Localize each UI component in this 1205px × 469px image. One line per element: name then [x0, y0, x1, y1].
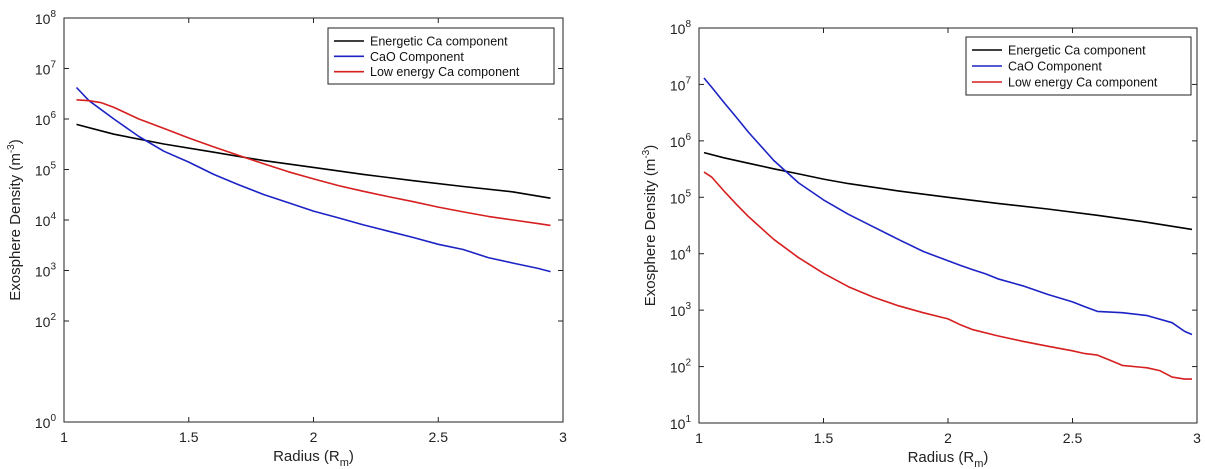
- y-tick-base: 10: [670, 360, 686, 376]
- x-axis-label-close: ): [349, 448, 354, 465]
- y-tick-exponent: 2: [685, 358, 691, 369]
- series-line-3: [703, 171, 1192, 380]
- y-axis-label-close: ): [7, 139, 24, 144]
- y-tick-base: 10: [35, 112, 51, 128]
- y-tick-base: 10: [670, 190, 686, 206]
- y-tick-label: 106: [670, 132, 692, 150]
- x-tick-label: 2.5: [429, 429, 449, 445]
- y-tick-base: 10: [670, 134, 686, 150]
- y-tick-exponent: 4: [50, 211, 56, 222]
- x-axis-label-main: Radius (R: [908, 449, 975, 466]
- x-tick-label: 1.5: [814, 430, 834, 446]
- y-axis-label: Exosphere Density (m-3): [6, 139, 24, 300]
- series-line-3: [76, 99, 551, 227]
- series-line-1: [76, 123, 551, 199]
- chart-panel-2: 1 1.5 2 2.5 3101102103104105106107108Radius …: [641, 19, 1201, 469]
- y-tick-exponent: 3: [685, 301, 691, 312]
- series-line-2: [703, 77, 1193, 336]
- y-tick-label: 108: [35, 9, 57, 27]
- y-tick-base: 10: [35, 11, 51, 27]
- y-tick-base: 10: [670, 21, 686, 37]
- y-tick-exponent: 0: [50, 413, 56, 424]
- y-tick-base: 10: [670, 77, 686, 93]
- y-tick-exponent: 8: [685, 19, 691, 30]
- x-axis-label-sub: m: [340, 457, 349, 469]
- y-tick-exponent: 7: [685, 75, 691, 86]
- x-tick-label: 2: [310, 429, 318, 445]
- y-tick-label: 108: [670, 19, 692, 37]
- x-axis-label-main: Radius (R: [273, 448, 340, 465]
- y-tick-label: 107: [35, 60, 57, 78]
- y-tick-base: 10: [35, 264, 51, 280]
- y-tick-base: 10: [670, 303, 686, 319]
- y-tick-exponent: 5: [50, 161, 56, 172]
- x-tick-label: 1.5: [179, 429, 199, 445]
- y-tick-exponent: 4: [685, 245, 691, 256]
- y-tick-exponent: 1: [685, 414, 691, 425]
- chart-panel-1: 1 1.5 2 2.5 3100102103104105106107108Radius …: [6, 9, 567, 469]
- legend-label: Energetic Ca component: [1008, 44, 1146, 58]
- series-line-2: [75, 86, 551, 273]
- x-tick-label: 2: [944, 430, 952, 446]
- x-tick-label: 1: [60, 429, 68, 445]
- y-tick-label: 105: [670, 188, 692, 206]
- y-tick-exponent: 6: [685, 132, 691, 143]
- y-axis-label-main: Exosphere Density (m: [642, 159, 659, 307]
- y-tick-base: 10: [670, 416, 686, 432]
- y-tick-label: 107: [670, 75, 692, 93]
- y-axis-label: Exosphere Density (m-3): [641, 145, 659, 306]
- legend-label: Low energy Ca component: [1008, 76, 1158, 90]
- y-tick-label: 102: [35, 312, 57, 330]
- x-tick-label: 3: [559, 429, 567, 445]
- x-tick-label: 1: [695, 430, 703, 446]
- y-tick-base: 10: [35, 314, 51, 330]
- y-tick-exponent: 8: [50, 9, 56, 20]
- y-tick-label: 103: [35, 262, 57, 280]
- y-axis-label-main: Exosphere Density (m: [7, 153, 24, 301]
- x-axis-label: Radius (Rm): [908, 449, 989, 469]
- y-tick-label: 100: [35, 413, 57, 431]
- y-axis-label-sup: -3: [641, 149, 652, 158]
- y-tick-label: 104: [670, 245, 692, 263]
- x-tick-label: 2.5: [1063, 430, 1083, 446]
- x-tick-label: 3: [1193, 430, 1201, 446]
- series-line-1: [703, 151, 1193, 231]
- legend: Energetic Ca component CaO Component Low e…: [965, 36, 1192, 96]
- legend-box: [327, 27, 555, 85]
- y-tick-exponent: 7: [50, 60, 56, 71]
- y-tick-exponent: 2: [50, 312, 56, 323]
- y-tick-base: 10: [35, 415, 51, 431]
- y-tick-base: 10: [35, 163, 51, 179]
- y-axis-label-close: ): [642, 145, 659, 150]
- y-tick-label: 102: [670, 358, 692, 376]
- y-tick-label: 106: [35, 110, 57, 128]
- y-tick-label: 105: [35, 161, 57, 179]
- y-tick-base: 10: [35, 62, 51, 78]
- y-tick-base: 10: [35, 213, 51, 229]
- y-tick-label: 104: [35, 211, 57, 229]
- y-axis-label-sup: -3: [6, 144, 17, 153]
- y-tick-exponent: 5: [685, 188, 691, 199]
- legend-box: [965, 36, 1192, 96]
- legend-label: CaO Component: [370, 50, 464, 64]
- y-tick-label: 101: [670, 414, 692, 432]
- y-tick-base: 10: [670, 247, 686, 263]
- x-axis-label-close: ): [983, 449, 988, 466]
- y-tick-exponent: 6: [50, 110, 56, 121]
- x-axis-label: Radius (Rm): [273, 448, 354, 469]
- legend-label: Energetic Ca component: [370, 35, 508, 49]
- legend-label: Low energy Ca component: [370, 65, 520, 79]
- y-tick-exponent: 3: [50, 262, 56, 273]
- x-axis-label-sub: m: [974, 458, 983, 469]
- y-tick-label: 103: [670, 301, 692, 319]
- legend-label: CaO Component: [1008, 60, 1102, 74]
